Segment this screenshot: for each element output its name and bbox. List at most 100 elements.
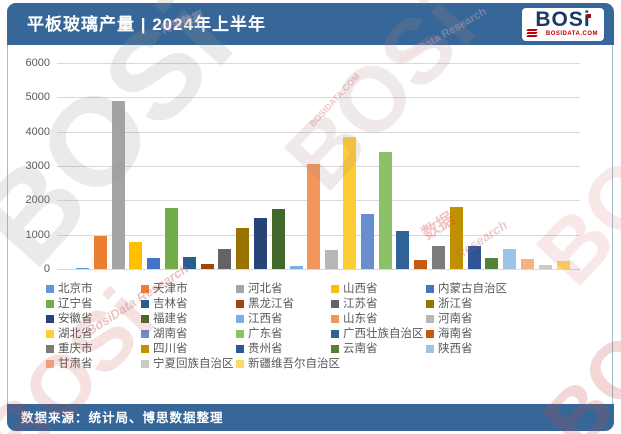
chart-bar xyxy=(253,217,267,269)
legend-label: 内蒙古自治区 xyxy=(438,283,507,295)
legend-item: 云南省 xyxy=(331,343,426,355)
legend-label: 山西省 xyxy=(343,283,378,295)
legend-item: 广西壮族自治区 xyxy=(331,328,426,340)
legend-marker xyxy=(426,345,434,353)
page-title: 平板玻璃产量 | 2024年上半年 xyxy=(27,15,267,34)
legend-label: 吉林省 xyxy=(153,298,188,310)
chart-bar xyxy=(200,263,214,269)
chart-bar xyxy=(467,245,481,269)
legend-item: 内蒙古自治区 xyxy=(426,283,521,295)
legend-label: 云南省 xyxy=(343,343,378,355)
chart-bar xyxy=(147,258,161,269)
legend-marker xyxy=(141,315,149,323)
chart-bar xyxy=(520,259,534,269)
legend-marker xyxy=(331,285,339,293)
y-tick-label: 3000 xyxy=(25,160,50,172)
legend-marker xyxy=(46,315,54,323)
legend-marker xyxy=(46,345,54,353)
legend-item: 福建省 xyxy=(141,313,236,325)
legend: 北京市 天津市 河北省 山西省 内蒙古自治区 辽宁省 吉林省 黑龙江省 江苏省 浙江省 安徽省 福建省… xyxy=(46,283,576,370)
legend-item: 四川省 xyxy=(141,343,236,355)
y-tick-label: 1000 xyxy=(25,228,50,241)
chart-bar xyxy=(538,264,552,269)
plot-area xyxy=(57,63,580,270)
legend-item: 海南省 xyxy=(426,328,521,340)
legend-marker xyxy=(331,345,339,353)
legend-item: 贵州省 xyxy=(236,343,331,355)
legend-marker xyxy=(331,300,339,308)
chart-bar xyxy=(378,151,392,269)
y-tick-label: 5000 xyxy=(25,91,50,104)
legend-marker xyxy=(141,360,149,368)
chart-bar xyxy=(485,257,499,269)
chart-bar xyxy=(360,214,374,269)
chart-bar xyxy=(396,230,410,269)
chart-bar xyxy=(289,266,303,269)
legend-marker xyxy=(141,285,149,293)
chart-bar xyxy=(325,250,339,269)
chart-bar xyxy=(111,100,125,269)
logo-hatch-decoration xyxy=(526,28,538,37)
y-axis-labels: 0 1000 2000 3000 4000 5000 6000 xyxy=(10,57,50,275)
legend-label: 贵州省 xyxy=(248,343,283,355)
legend-label: 陕西省 xyxy=(438,343,473,355)
legend-marker xyxy=(426,285,434,293)
footer: 数据来源：统计局、博思数据整理 xyxy=(7,404,614,431)
legend-label: 福建省 xyxy=(153,313,188,325)
legend-marker xyxy=(236,285,244,293)
legend-item: 新疆维吾尔自治区 xyxy=(236,358,340,370)
legend-label: 江西省 xyxy=(248,313,283,325)
chart-bar xyxy=(503,249,517,269)
legend-label: 浙江省 xyxy=(438,298,473,310)
logo-wordmark: BOSi xyxy=(535,8,591,31)
bars-container xyxy=(57,63,580,269)
chart-bar xyxy=(182,256,196,269)
gridline xyxy=(57,269,580,270)
legend-marker xyxy=(236,315,244,323)
legend-item: 安徽省 xyxy=(46,313,141,325)
chart-bar xyxy=(414,260,428,269)
legend-label: 海南省 xyxy=(438,328,473,340)
bosi-logo: BOSi BOSIDATA.COM xyxy=(522,8,604,41)
legend-item: 吉林省 xyxy=(141,298,236,310)
legend-item: 北京市 xyxy=(46,283,141,295)
legend-label: 湖北省 xyxy=(58,328,93,340)
y-tick-label: 0 xyxy=(43,263,50,275)
legend-marker xyxy=(426,315,434,323)
y-tick-label: 2000 xyxy=(25,194,50,207)
legend-marker xyxy=(426,330,434,338)
logo-site-text: BOSIDATA.COM xyxy=(545,31,598,37)
legend-item: 黑龙江省 xyxy=(236,298,331,310)
legend-marker xyxy=(426,300,434,308)
legend-item: 天津市 xyxy=(141,283,236,295)
legend-item: 甘肃省 xyxy=(46,358,141,370)
legend-marker xyxy=(236,360,244,368)
legend-item: 重庆市 xyxy=(46,343,141,355)
header: 平板玻璃产量 | 2024年上半年 BOSi BOSIDATA.COM xyxy=(7,3,614,45)
legend-label: 山东省 xyxy=(343,313,378,325)
legend-label: 广东省 xyxy=(248,328,283,340)
chart-bar xyxy=(164,207,178,269)
legend-label: 四川省 xyxy=(153,343,188,355)
chart-bar xyxy=(449,206,463,269)
legend-marker xyxy=(331,315,339,323)
y-tick-label: 4000 xyxy=(25,125,50,138)
chart-bar xyxy=(556,260,570,269)
legend-label: 黑龙江省 xyxy=(248,298,294,310)
legend-marker xyxy=(236,330,244,338)
y-tick-label: 6000 xyxy=(25,57,50,69)
legend-label: 广西壮族自治区 xyxy=(343,328,424,340)
legend-marker xyxy=(46,360,54,368)
legend-label: 宁夏回族自治区 xyxy=(153,358,234,370)
legend-marker xyxy=(46,330,54,338)
legend-marker xyxy=(331,330,339,338)
chart-bar xyxy=(271,208,285,269)
legend-label: 河北省 xyxy=(248,283,283,295)
chart-bar xyxy=(307,163,321,269)
legend-item: 山东省 xyxy=(331,313,426,325)
legend-marker xyxy=(236,300,244,308)
legend-item: 江西省 xyxy=(236,313,331,325)
legend-label: 湖南省 xyxy=(153,328,188,340)
legend-marker xyxy=(46,300,54,308)
